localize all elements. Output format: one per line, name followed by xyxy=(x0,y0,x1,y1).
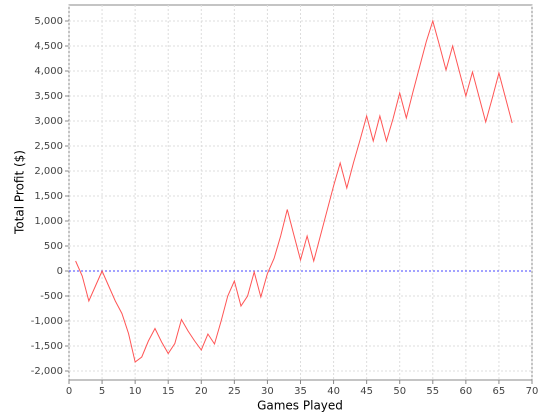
x-tick-label: 60 xyxy=(459,386,472,397)
x-tick-label: 15 xyxy=(162,386,175,397)
y-tick-label: -500 xyxy=(40,291,63,302)
y-tick-label: 500 xyxy=(44,241,63,252)
y-tick-label: 2,000 xyxy=(34,166,63,177)
x-tick-label: 35 xyxy=(294,386,307,397)
data-line xyxy=(75,19,513,363)
y-tick-label: 4,000 xyxy=(34,66,63,77)
x-tick-label: 45 xyxy=(360,386,373,397)
y-tick-label: 0 xyxy=(57,266,63,277)
x-tick-label: 65 xyxy=(493,386,506,397)
x-tick-label: 55 xyxy=(426,386,439,397)
y-tick-label: 1,000 xyxy=(34,216,63,227)
x-tick-label: 70 xyxy=(526,386,539,397)
y-tick-label: 4,500 xyxy=(34,41,63,52)
x-tick-label: 20 xyxy=(195,386,208,397)
x-tick-label: 5 xyxy=(99,386,105,397)
y-tick-label: 3,500 xyxy=(34,91,63,102)
x-tick-label: 10 xyxy=(129,386,142,397)
x-axis-title: Games Played xyxy=(257,399,343,413)
y-tick-label: -2,000 xyxy=(31,366,63,377)
y-tick-label: 1,500 xyxy=(34,191,63,202)
x-tick-label: 40 xyxy=(327,386,340,397)
y-tick-label: -1,500 xyxy=(31,341,63,352)
x-tick-label: 25 xyxy=(228,386,241,397)
y-axis-title: Total Profit ($) xyxy=(13,150,27,235)
y-tick-label: -1,000 xyxy=(31,316,63,327)
y-tick-label: 5,000 xyxy=(34,16,63,27)
y-tick-label: 2,500 xyxy=(34,141,63,152)
x-tick-label: 0 xyxy=(66,386,72,397)
x-tick-label: 50 xyxy=(393,386,406,397)
y-tick-label: 3,000 xyxy=(34,116,63,127)
x-tick-label: 30 xyxy=(261,386,274,397)
